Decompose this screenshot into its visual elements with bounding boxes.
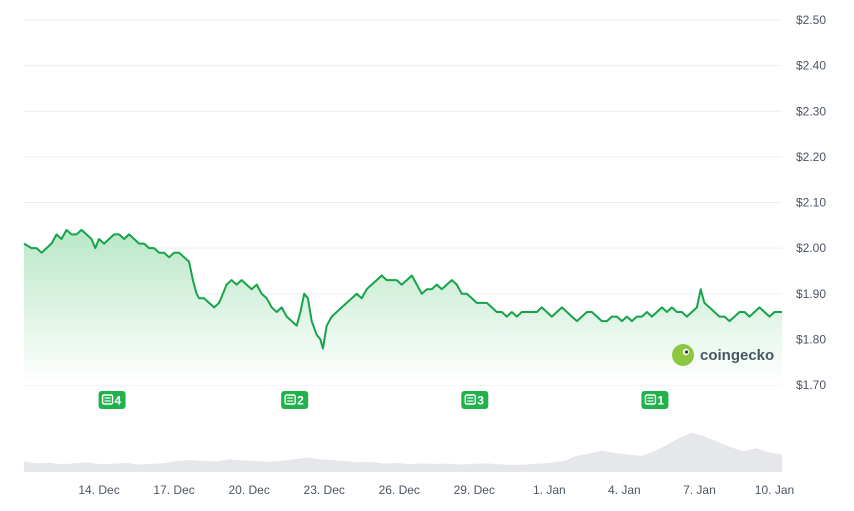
news-marker[interactable]: 2 <box>281 391 309 409</box>
newspaper-icon <box>644 394 657 405</box>
y-tick-label: $2.30 <box>796 104 826 118</box>
x-tick-label: 4. Jan <box>608 483 641 497</box>
y-tick-label: $2.00 <box>796 241 826 255</box>
x-tick-label: 20. Dec <box>228 483 269 497</box>
price-area <box>24 229 782 385</box>
y-tick-label: $2.20 <box>796 150 826 164</box>
news-marker-count: 3 <box>477 394 484 408</box>
newspaper-icon <box>284 394 296 405</box>
x-tick-label: 1. Jan <box>533 483 566 497</box>
news-marker-count: 2 <box>297 394 304 408</box>
y-tick-label: $1.80 <box>796 332 826 346</box>
news-marker[interactable]: 4 <box>98 391 126 409</box>
x-tick-label: 14. Dec <box>78 483 119 497</box>
coingecko-brand-text: coingecko <box>700 347 774 364</box>
volume-area <box>24 432 782 472</box>
coingecko-logo-icon <box>672 344 694 366</box>
x-tick-label: 29. Dec <box>454 483 495 497</box>
x-axis: 14. Dec 17. Dec 20. Dec 23. Dec 26. Dec 29. D… <box>78 483 794 497</box>
y-axis: $2.50 $2.40 $2.30 $2.20 $2.10 $2.00 $1.90 $1.80… <box>796 13 826 392</box>
y-tick-label: $2.10 <box>796 196 826 210</box>
y-tick-label: $1.90 <box>796 287 826 301</box>
news-marker[interactable]: 3 <box>461 391 489 409</box>
news-marker-count: 4 <box>115 394 122 408</box>
y-tick-label: $2.50 <box>796 13 826 27</box>
y-tick-label: $2.40 <box>796 59 826 73</box>
y-tick-label: $1.70 <box>796 378 826 392</box>
newspaper-icon <box>464 394 476 405</box>
x-tick-label: 26. Dec <box>379 483 420 497</box>
news-markers[interactable]: 4 2 3 1 <box>98 391 669 409</box>
x-tick-label: 7. Jan <box>683 483 716 497</box>
newspaper-icon <box>101 394 114 405</box>
coingecko-watermark: coingecko <box>672 344 774 366</box>
x-tick-label: 17. Dec <box>153 483 194 497</box>
x-tick-label: 23. Dec <box>304 483 345 497</box>
news-marker-count: 1 <box>657 394 664 408</box>
x-tick-label: 10. Jan <box>755 483 794 497</box>
news-marker[interactable]: 1 <box>641 391 669 409</box>
price-line <box>23 228 782 350</box>
coingecko-logo-pupil <box>684 350 689 354</box>
